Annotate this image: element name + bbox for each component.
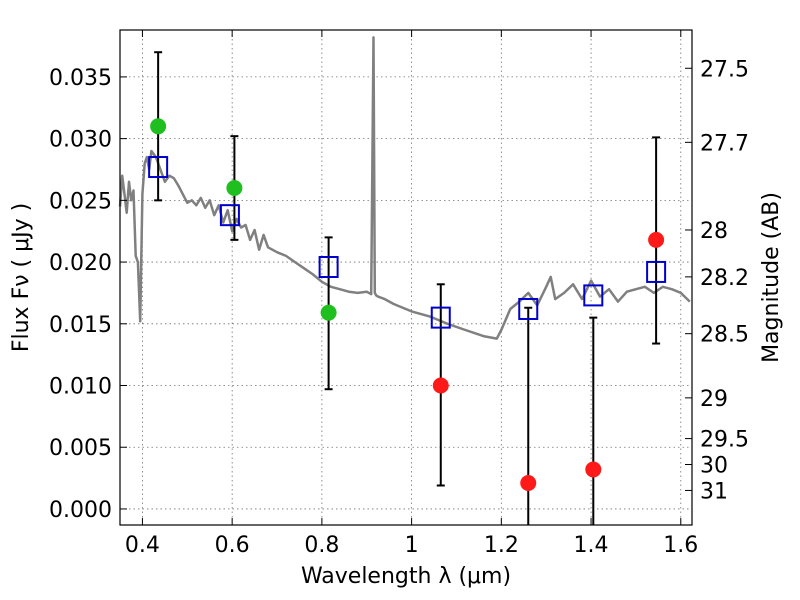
- model-point-square: [219, 204, 240, 227]
- data-point-circle: [520, 475, 537, 492]
- x-tick-label: 1.4: [574, 533, 609, 558]
- axis-ticks: 0.4 0.6 0.8 1 1.2 1.4 1.6 0.000 0.005 0.010 0.015 0…: [49, 30, 749, 558]
- y2-tick-label: 28.5: [700, 323, 749, 348]
- data-point-circle: [585, 461, 602, 478]
- x-tick-label: 0.4: [125, 533, 160, 558]
- data-point-circle: [648, 231, 665, 248]
- y-tick-label: 0.000: [49, 498, 112, 523]
- y-tick-label: 0.020: [49, 251, 112, 276]
- y-tick-label: 0.005: [49, 436, 112, 461]
- model-point-square: [430, 306, 451, 329]
- model-point-square: [646, 260, 667, 283]
- y2-tick-label: 30: [700, 454, 728, 479]
- photometry-points: [148, 118, 667, 492]
- data-point-circle: [150, 118, 167, 135]
- model-spectrum: [118, 36, 691, 340]
- y2-tick-label: 27.5: [700, 57, 749, 82]
- model-point-square: [148, 156, 169, 179]
- y-tick-label: 0.025: [49, 189, 112, 214]
- y2-tick-label: 28.2: [700, 266, 749, 291]
- x-axis-label: Wavelength λ (μm): [301, 564, 511, 589]
- x-tick-label: 1.6: [663, 533, 698, 558]
- y2-tick-label: 31: [700, 479, 728, 504]
- x-tick-label: 0.8: [304, 533, 339, 558]
- y2-tick-label: 29: [700, 387, 728, 412]
- model-point-square: [318, 256, 339, 279]
- model-point-square: [518, 297, 539, 320]
- y-tick-label: 0.015: [49, 313, 112, 338]
- x-tick-label: 1: [405, 533, 419, 558]
- y-tick-label: 0.035: [49, 66, 112, 91]
- data-point-circle: [226, 180, 243, 197]
- y-axis-label: Flux Fν ( μJy ): [9, 203, 34, 352]
- y2-tick-label: 28: [700, 219, 728, 244]
- grid: [120, 30, 692, 525]
- y-tick-label: 0.030: [49, 128, 112, 153]
- y2-tick-label: 29.5: [700, 428, 749, 453]
- plot-frame: [119, 29, 693, 526]
- x-tick-label: 0.6: [215, 533, 250, 558]
- data-point-circle: [320, 304, 337, 321]
- y-tick-label: 0.010: [49, 375, 112, 400]
- data-point-circle: [432, 377, 449, 394]
- model-point-square: [583, 284, 604, 307]
- y2-axis-label: Magnitude (AB): [759, 192, 784, 363]
- y2-tick-label: 27.7: [700, 131, 749, 156]
- x-tick-label: 1.2: [484, 533, 519, 558]
- spectrum-line: [118, 36, 691, 340]
